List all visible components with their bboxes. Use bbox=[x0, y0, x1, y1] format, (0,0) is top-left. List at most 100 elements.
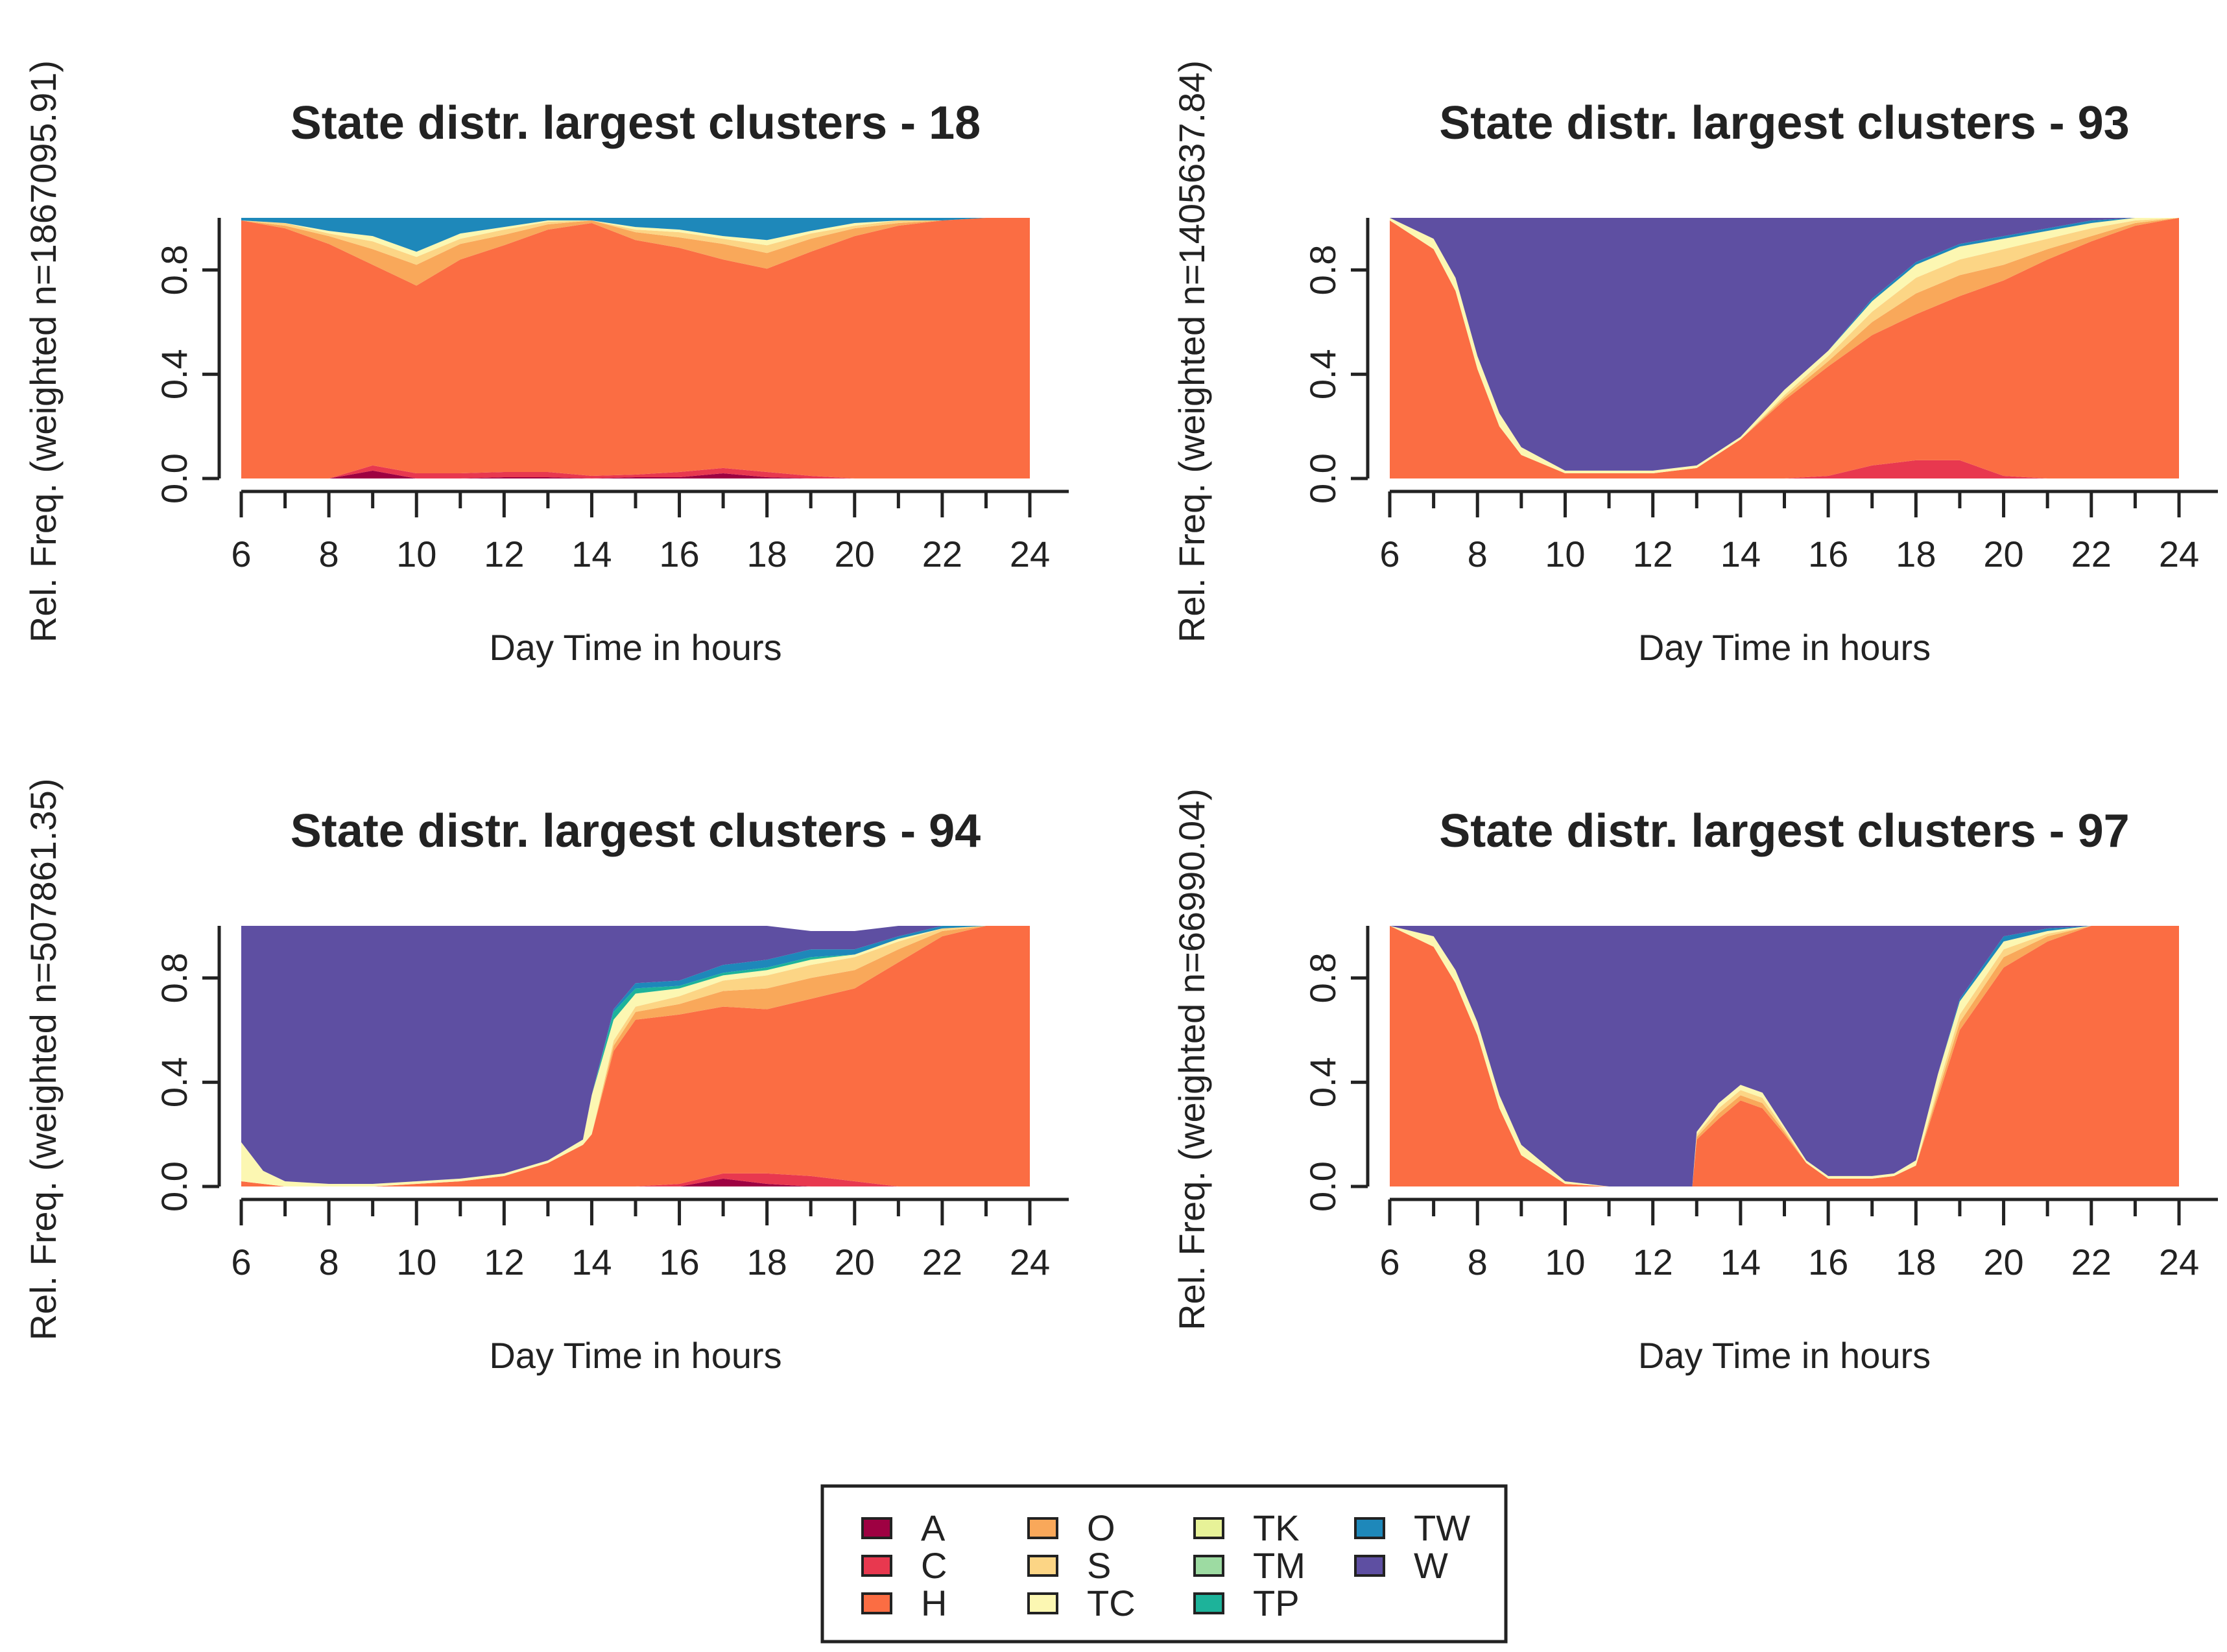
legend-swatch-tm bbox=[1193, 1555, 1224, 1577]
x-tick-label: 16 bbox=[659, 534, 699, 574]
area-c bbox=[241, 1173, 1030, 1186]
x-tick-label: 20 bbox=[835, 534, 875, 574]
x-tick-label: 10 bbox=[396, 1242, 436, 1282]
x-tick-label: 8 bbox=[319, 1242, 339, 1282]
area-h bbox=[241, 926, 1030, 1186]
y-tick-label: 0.0 bbox=[154, 1161, 195, 1212]
y-axis-label: Rel. Freq. (weighted n=1867095.91) bbox=[23, 60, 64, 643]
x-tick-label: 14 bbox=[571, 534, 612, 574]
x-tick-label: 12 bbox=[484, 1242, 524, 1282]
x-tick-label: 8 bbox=[1468, 1242, 1488, 1282]
legend-label-c: C bbox=[921, 1545, 947, 1586]
y-axis-label: Rel. Freq. (weighted n=507861.35) bbox=[23, 779, 64, 1341]
legend-swatch-w bbox=[1354, 1555, 1385, 1577]
x-axis-label: Day Time in hours bbox=[1638, 627, 1931, 668]
legend-swatch-tw bbox=[1354, 1517, 1385, 1539]
legend-label-tc: TC bbox=[1087, 1583, 1136, 1623]
legend-label-a: A bbox=[921, 1507, 946, 1548]
x-tick-label: 20 bbox=[1983, 1242, 2023, 1282]
x-tick-label: 8 bbox=[319, 534, 339, 574]
y-tick-label: 0.0 bbox=[154, 453, 195, 504]
x-tick-label: 16 bbox=[1808, 534, 1848, 574]
x-axis-label: Day Time in hours bbox=[1638, 1335, 1931, 1376]
x-tick-label: 8 bbox=[1468, 534, 1488, 574]
legend-label-tm: TM bbox=[1253, 1545, 1305, 1586]
x-tick-label: 16 bbox=[659, 1242, 699, 1282]
x-tick-label: 12 bbox=[484, 534, 524, 574]
legend-label-s: S bbox=[1087, 1545, 1111, 1586]
legend-label-w: W bbox=[1414, 1545, 1448, 1586]
legend-label-h: H bbox=[921, 1583, 947, 1623]
legend-swatch-s bbox=[1027, 1555, 1058, 1577]
x-tick-label: 6 bbox=[1379, 534, 1399, 574]
chart-title: State distr. largest clusters - 93 bbox=[1439, 97, 2129, 149]
x-tick-label: 22 bbox=[922, 1242, 962, 1282]
y-tick-label: 0.8 bbox=[1302, 244, 1343, 295]
area-h bbox=[1390, 926, 2179, 1186]
x-tick-label: 12 bbox=[1633, 1242, 1673, 1282]
x-tick-label: 18 bbox=[1896, 1242, 1936, 1282]
legend-swatch-tc bbox=[1027, 1592, 1058, 1614]
area-h bbox=[241, 218, 1030, 478]
y-tick-label: 0.4 bbox=[1302, 349, 1343, 399]
x-tick-label: 10 bbox=[1545, 534, 1585, 574]
chart-panel-2: State distr. largest clusters - 93 0.0 0.4… bbox=[1171, 60, 2218, 668]
x-axis-label: Day Time in hours bbox=[489, 627, 781, 668]
y-axis-label: Rel. Freq. (weighted n=1405637.84) bbox=[1171, 60, 1212, 643]
x-tick-label: 22 bbox=[922, 534, 962, 574]
legend-swatch-h bbox=[861, 1592, 892, 1614]
chart-panel-3: State distr. largest clusters - 94 0.0 0.4… bbox=[23, 779, 1069, 1376]
x-tick-label: 24 bbox=[1010, 1242, 1050, 1282]
area-w bbox=[241, 926, 1030, 1184]
y-axis-label: Rel. Freq. (weighted n=66990.04) bbox=[1171, 788, 1212, 1330]
legend-label-tk: TK bbox=[1253, 1507, 1300, 1548]
legend-swatch-tp bbox=[1193, 1592, 1224, 1614]
legend-swatch-o bbox=[1027, 1517, 1058, 1539]
area-tw bbox=[241, 218, 1030, 252]
area-c bbox=[241, 465, 1030, 478]
x-tick-label: 14 bbox=[1721, 534, 1761, 574]
legend-label-tw: TW bbox=[1414, 1507, 1470, 1548]
area-c bbox=[1390, 460, 2179, 478]
x-tick-label: 6 bbox=[231, 1242, 251, 1282]
chart-title: State distr. largest clusters - 94 bbox=[291, 805, 981, 857]
legend-swatch-tk bbox=[1193, 1517, 1224, 1539]
x-tick-label: 20 bbox=[835, 1242, 875, 1282]
x-tick-label: 18 bbox=[1896, 534, 1936, 574]
x-tick-label: 6 bbox=[1379, 1242, 1399, 1282]
x-tick-label: 24 bbox=[2159, 534, 2199, 574]
legend-swatch-c bbox=[861, 1555, 892, 1577]
chart-panel-1: State distr. largest clusters - 18 0.0 0.4… bbox=[23, 60, 1069, 668]
y-tick-label: 0.0 bbox=[1302, 1161, 1343, 1212]
chart-panel-4: State distr. largest clusters - 97 0.0 0.4… bbox=[1171, 788, 2218, 1376]
y-tick-label: 0.0 bbox=[1302, 453, 1343, 504]
chart-title: State distr. largest clusters - 97 bbox=[1439, 805, 2129, 857]
x-tick-label: 14 bbox=[571, 1242, 612, 1282]
legend-box bbox=[820, 1484, 1508, 1644]
area-w bbox=[1390, 926, 2179, 1186]
x-tick-label: 22 bbox=[2071, 534, 2112, 574]
x-axis-label: Day Time in hours bbox=[489, 1335, 781, 1376]
x-tick-label: 10 bbox=[396, 534, 436, 574]
y-tick-label: 0.8 bbox=[154, 952, 195, 1003]
x-tick-label: 20 bbox=[1983, 534, 2023, 574]
y-tick-label: 0.4 bbox=[154, 349, 195, 399]
x-tick-label: 24 bbox=[2159, 1242, 2199, 1282]
area-o bbox=[241, 218, 1030, 286]
area-tc bbox=[241, 218, 1030, 257]
x-tick-label: 22 bbox=[2071, 1242, 2112, 1282]
x-tick-label: 24 bbox=[1010, 534, 1050, 574]
legend-label-o: O bbox=[1087, 1507, 1115, 1548]
legend-swatch-a bbox=[861, 1517, 892, 1539]
y-tick-label: 0.8 bbox=[1302, 952, 1343, 1003]
y-tick-label: 0.4 bbox=[1302, 1057, 1343, 1107]
chart-title: State distr. largest clusters - 18 bbox=[291, 97, 981, 149]
area-w bbox=[1390, 218, 2179, 471]
y-tick-label: 0.8 bbox=[154, 244, 195, 295]
area-h bbox=[1390, 218, 2179, 478]
area-o bbox=[241, 926, 1030, 1186]
x-tick-label: 6 bbox=[231, 534, 251, 574]
x-tick-label: 10 bbox=[1545, 1242, 1585, 1282]
